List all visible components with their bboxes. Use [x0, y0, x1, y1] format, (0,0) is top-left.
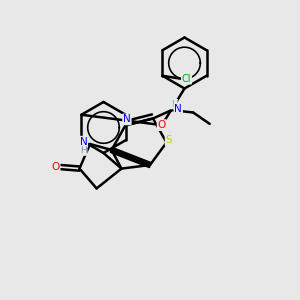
Text: N: N: [80, 136, 87, 147]
Text: H: H: [80, 146, 87, 155]
Text: Cl: Cl: [182, 74, 191, 84]
Text: O: O: [158, 120, 166, 130]
Text: O: O: [51, 162, 60, 172]
Text: H: H: [171, 100, 177, 109]
Text: S: S: [166, 135, 172, 145]
Text: N: N: [174, 103, 182, 114]
Text: N: N: [123, 114, 131, 124]
